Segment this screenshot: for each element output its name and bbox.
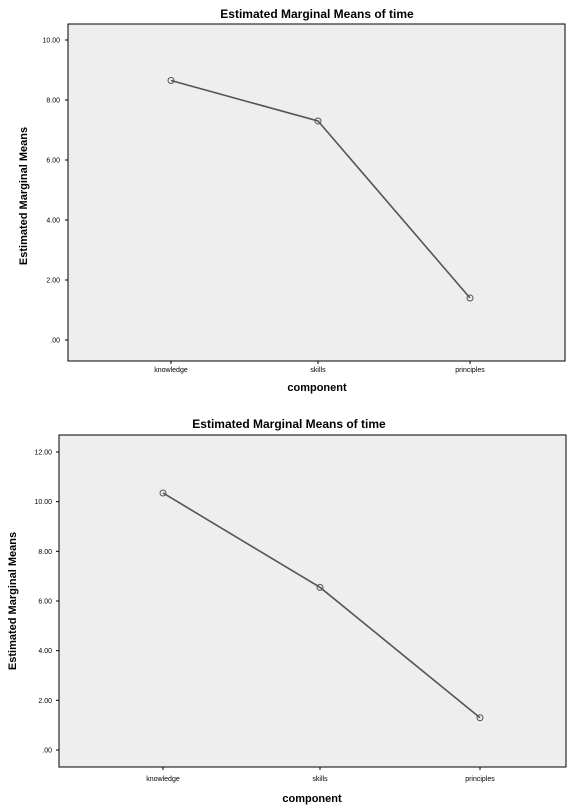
chart-top-series-line	[170, 79, 471, 299]
chart-top: Estimated Marginal Means of time .00 2.00…	[18, 7, 566, 394]
chart-top-data-point	[466, 294, 474, 302]
chart-top-y-tick-label: 8.00	[46, 98, 60, 105]
chart-top-y-tick-label: .00	[50, 338, 60, 345]
chart-bottom-series-line	[162, 492, 481, 719]
chart-top-y-tick-label: 2.00	[46, 278, 60, 285]
chart-bottom-x-axis: knowledge skills principles	[146, 767, 495, 783]
chart-bottom-x-tick-label: skills	[312, 776, 328, 783]
chart-bottom-y-tick-label: .00	[42, 748, 52, 755]
chart-top-data-point	[167, 77, 175, 84]
chart-bottom-x-tick-label: knowledge	[146, 776, 180, 783]
chart-top-x-tick-label: principles	[455, 367, 485, 374]
chart-bottom-y-tick-label: 12.00	[34, 450, 52, 457]
chart-bottom-data-point	[159, 489, 167, 497]
chart-bottom-y-tick-label: 10.00	[34, 499, 52, 506]
chart-bottom-x-axis-label: component	[282, 793, 342, 805]
chart-bottom-x-tick-label: principles	[465, 776, 495, 783]
chart-bottom-y-tick-label: 8.00	[38, 549, 52, 556]
chart-top-plot-area	[67, 23, 566, 362]
chart-top-x-tick-label: knowledge	[154, 367, 188, 374]
chart-bottom-series	[159, 489, 484, 722]
chart-bottom-title: Estimated Marginal Means of time	[192, 417, 386, 431]
chart-top-y-tick-label: 4.00	[46, 218, 60, 225]
chart-top-x-tick-label: skills	[310, 367, 326, 374]
chart-top-y-axis-label: Estimated Marginal Means	[18, 127, 30, 265]
chart-bottom-y-axis-label: Estimated Marginal Means	[7, 532, 19, 670]
chart-top-x-axis-label: component	[287, 382, 347, 394]
chart-bottom-data-point	[476, 714, 484, 722]
chart-top-x-axis: knowledge skills principles	[154, 361, 485, 374]
chart-top-y-tick-label: 6.00	[46, 158, 60, 165]
chart-bottom-y-tick-label: 6.00	[38, 599, 52, 606]
chart-top-series	[167, 77, 474, 302]
chart-bottom-data-point	[316, 583, 324, 591]
chart-bottom: Estimated Marginal Means of time .00 2.00…	[7, 417, 567, 805]
chart-bottom-y-tick-label: 2.00	[38, 698, 52, 705]
chart-top-data-point	[314, 117, 322, 125]
chart-bottom-y-axis: .00 2.00 4.00 6.00 8.00 10.00 12.00	[34, 450, 59, 755]
chart-top-y-axis: .00 2.00 4.00 6.00 8.00 10.00	[42, 38, 68, 345]
chart-top-y-tick-label: 10.00	[42, 38, 60, 45]
chart-top-title: Estimated Marginal Means of time	[220, 7, 414, 21]
chart-bottom-y-tick-label: 4.00	[38, 648, 52, 655]
chart-bottom-plot-area	[58, 434, 567, 768]
